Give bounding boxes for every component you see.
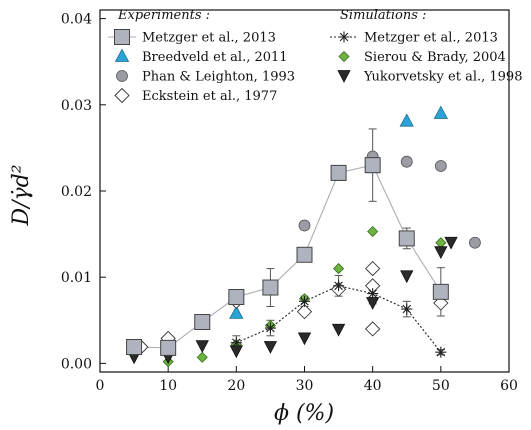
x-tick-label: 30 (296, 378, 314, 394)
legend-label: Eckstein et al., 1977 (142, 89, 277, 104)
data-point-series-5 (367, 225, 379, 238)
data-point-series-6 (434, 246, 448, 260)
data-point-series-0 (194, 314, 211, 331)
legend-marker (338, 31, 350, 43)
data-point-series-5 (435, 237, 447, 249)
y-axis-label: D/γ̇d² (9, 164, 34, 226)
data-point-series-0 (364, 157, 381, 174)
data-point-series-4 (401, 303, 413, 315)
data-point-series-4 (299, 295, 310, 307)
data-point-series-6 (297, 332, 312, 346)
series-lines (134, 164, 442, 353)
legend-marker (114, 29, 130, 45)
legend-marker (116, 70, 128, 82)
axes: 0 10 20 30 40 50 60 0.00 0.01 0.02 0.03 0.04 (61, 9, 518, 394)
legend-label: Breedveld et al., 2011 (142, 50, 288, 65)
y-tick-label: 0.03 (61, 98, 92, 114)
x-tick-label: 40 (364, 378, 382, 394)
legend-label: Yukorvetsky et al., 1998 (363, 70, 522, 85)
data-point-series-3 (365, 260, 381, 277)
legend-simulations-title: Simulations : (340, 8, 426, 23)
data-point-series-0 (160, 339, 177, 356)
data-point-series-2 (298, 219, 311, 232)
data-points (126, 105, 481, 368)
legend-marker (337, 70, 351, 83)
data-point-series-4 (230, 337, 242, 349)
data-point-series-2 (469, 236, 481, 249)
series-line-0 (134, 164, 442, 349)
data-point-series-0 (432, 283, 449, 300)
data-point-series-3 (365, 321, 381, 337)
data-point-series-1 (433, 105, 449, 119)
data-point-series-6 (400, 270, 414, 284)
data-point-series-6 (263, 341, 278, 354)
legend-label: Metzger et al., 2013 (364, 31, 498, 46)
legend: Experiments : Simulations : Metzger et a… (108, 8, 522, 104)
y-tick-label: 0.00 (61, 356, 92, 372)
data-point-series-1 (399, 113, 414, 127)
legend-experiments-title: Experiments : (117, 8, 210, 23)
data-point-series-5 (196, 351, 208, 363)
legend-marker (114, 48, 130, 62)
data-point-series-6 (195, 340, 209, 354)
data-point-series-6 (366, 297, 380, 310)
data-point-series-4 (435, 346, 447, 358)
data-point-series-3 (296, 304, 313, 320)
data-point-series-0 (398, 230, 415, 247)
legend-label: Sierou & Brady, 2004 (364, 50, 506, 65)
data-point-series-2 (434, 160, 447, 172)
data-point-series-0 (228, 289, 245, 306)
data-point-series-0 (126, 339, 143, 356)
data-point-series-6 (331, 323, 346, 337)
y-tick-label: 0.02 (61, 184, 92, 200)
legend-label: Metzger et al., 2013 (142, 31, 276, 46)
data-point-series-2 (400, 155, 413, 168)
data-point-series-1 (229, 305, 244, 319)
x-tick-label: 0 (96, 378, 105, 394)
x-tick-label: 60 (500, 378, 518, 394)
data-point-series-0 (262, 279, 279, 296)
data-point-series-0 (330, 164, 347, 181)
data-point-series-4 (333, 280, 345, 292)
y-tick-label: 0.04 (61, 12, 92, 28)
data-point-series-4 (367, 288, 379, 300)
error-bars (130, 128, 445, 356)
x-tick-label: 50 (432, 378, 450, 394)
legend-label: Phan & Leighton, 1993 (142, 70, 295, 85)
data-point-series-5 (333, 263, 345, 275)
y-tick-label: 0.01 (61, 270, 92, 286)
legend-marker (114, 87, 130, 104)
x-tick-label: 20 (227, 378, 245, 394)
data-point-series-6 (444, 236, 458, 250)
legend-marker (338, 50, 350, 63)
data-point-series-4 (264, 322, 276, 334)
x-axis-label: ϕ (%) (274, 401, 334, 426)
data-point-series-0 (296, 246, 313, 263)
x-tick-label: 10 (159, 378, 177, 394)
